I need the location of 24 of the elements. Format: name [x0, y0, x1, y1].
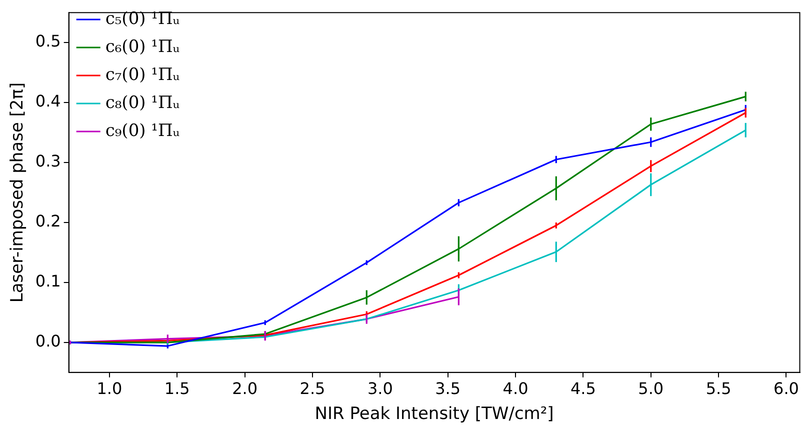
- y-tick-label: 0.4: [35, 92, 61, 111]
- y-tick-label: 0.3: [35, 152, 61, 171]
- legend-label: c₈(0) ¹Πᵤ: [105, 92, 180, 113]
- x-axis-title: NIR Peak Intensity [TW/cm²]: [314, 404, 554, 424]
- x-tick-label: 2.5: [300, 379, 326, 398]
- x-tick-label: 6.0: [774, 379, 799, 398]
- x-tick-label: 4.5: [570, 379, 596, 398]
- y-tick-label: 0.0: [35, 332, 61, 351]
- y-tick-label: 0.2: [35, 212, 61, 231]
- x-tick-label: 2.0: [232, 379, 258, 398]
- x-tick-label: 4.0: [502, 379, 528, 398]
- legend-label: c₇(0) ¹Πᵤ: [105, 64, 180, 85]
- y-tick-label: 0.1: [35, 272, 61, 291]
- x-tick-label: 3.0: [367, 379, 393, 398]
- x-tick-label: 5.0: [638, 379, 664, 398]
- x-tick-label: 1.0: [96, 379, 122, 398]
- legend-label: c₉(0) ¹Πᵤ: [105, 120, 180, 141]
- legend-label: c₆(0) ¹Πᵤ: [105, 36, 180, 57]
- x-tick-label: 5.5: [706, 379, 732, 398]
- x-tick-label: 1.5: [164, 379, 190, 398]
- x-tick-label: 3.5: [435, 379, 461, 398]
- y-axis-title: Laser-imposed phase [2π]: [8, 82, 28, 303]
- y-tick-label: 0.5: [35, 32, 61, 51]
- legend-label: c₅(0) ¹Πᵤ: [105, 8, 180, 29]
